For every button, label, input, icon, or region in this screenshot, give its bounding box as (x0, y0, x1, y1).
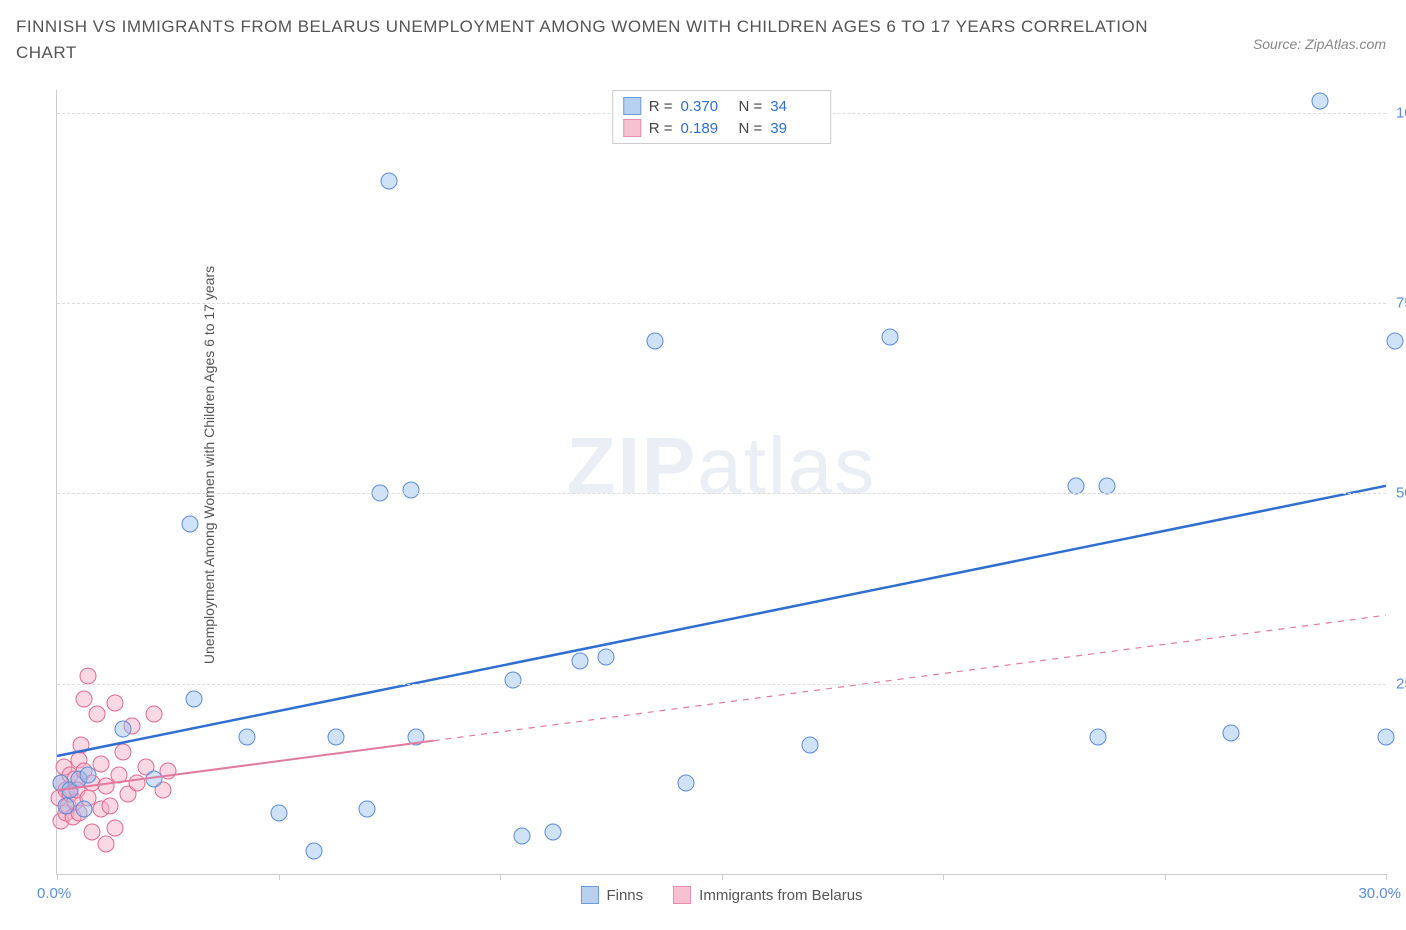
x-tick (722, 874, 723, 880)
source-attribution: Source: ZipAtlas.com (1253, 36, 1386, 52)
gridline (57, 303, 1386, 304)
legend-label: Immigrants from Belarus (699, 887, 862, 904)
x-tick (943, 874, 944, 880)
x-tick (500, 874, 501, 880)
legend-item-finns: Finns (580, 886, 643, 904)
finns-marker (1386, 333, 1403, 350)
legend-swatch-belarus (673, 886, 691, 904)
chart-title: FINNISH VS IMMIGRANTS FROM BELARUS UNEMP… (16, 14, 1186, 65)
y-tick-label: 25.0% (1396, 675, 1406, 692)
legend-swatch-belarus (623, 119, 641, 137)
x-axis-max-label: 30.0% (1358, 885, 1401, 902)
y-tick-label: 75.0% (1396, 295, 1406, 312)
y-tick-label: 100.0% (1396, 104, 1406, 121)
legend-label: Finns (606, 887, 643, 904)
trend-line (434, 615, 1386, 740)
x-tick (57, 874, 58, 880)
x-tick (1386, 874, 1387, 880)
legend-swatch-finns (623, 97, 641, 115)
x-tick (1165, 874, 1166, 880)
legend-item-belarus: Immigrants from Belarus (673, 886, 862, 904)
legend-stat-row: R = 0.370 N = 34 (623, 95, 821, 117)
n-value: 34 (770, 98, 820, 115)
chart-plot-area: ZIPatlas R = 0.370 N = 34 R = 0.189 N = … (56, 90, 1386, 875)
x-axis-min-label: 0.0% (37, 885, 71, 902)
n-label: N = (739, 120, 763, 137)
legend-series: Finns Immigrants from Belarus (580, 886, 862, 904)
legend-stat-row: R = 0.189 N = 39 (623, 117, 821, 139)
y-tick-label: 50.0% (1396, 485, 1406, 502)
trend-line (57, 486, 1386, 756)
r-value: 0.189 (681, 120, 731, 137)
gridline (57, 493, 1386, 494)
r-value: 0.370 (681, 98, 731, 115)
gridline (57, 684, 1386, 685)
legend-swatch-finns (580, 886, 598, 904)
legend-statistics-box: R = 0.370 N = 34 R = 0.189 N = 39 (612, 90, 832, 144)
trend-line (57, 741, 434, 791)
x-tick (279, 874, 280, 880)
n-value: 39 (770, 120, 820, 137)
n-label: N = (739, 98, 763, 115)
r-label: R = (649, 98, 673, 115)
r-label: R = (649, 120, 673, 137)
trend-lines-layer (57, 90, 1386, 874)
